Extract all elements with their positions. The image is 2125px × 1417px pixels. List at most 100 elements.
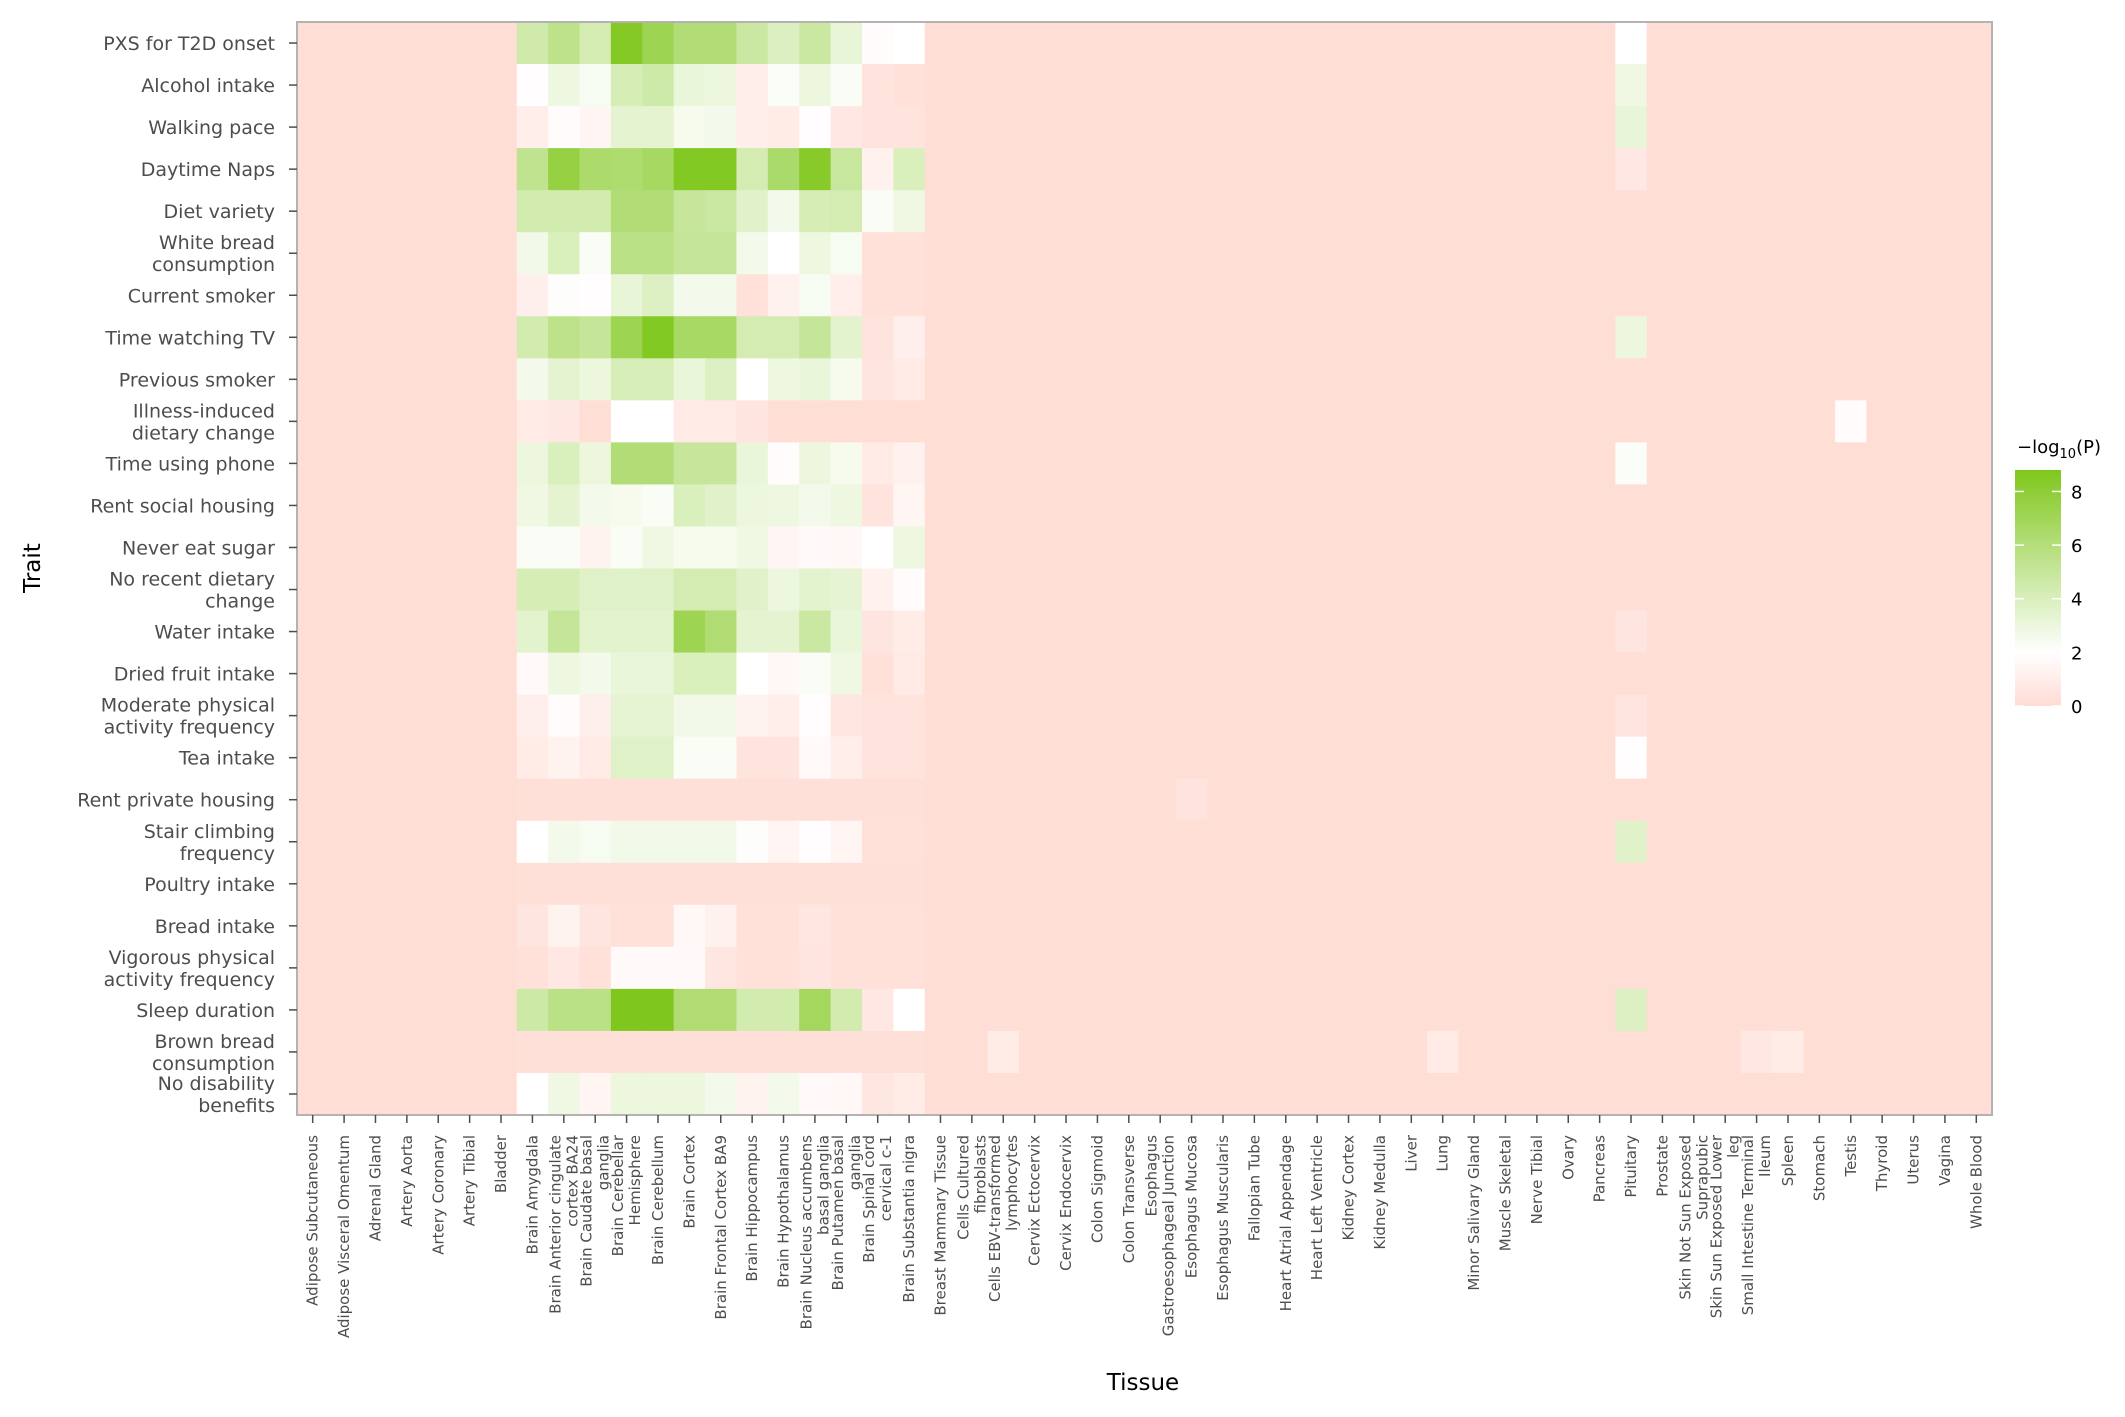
- heatmap-cell: [1615, 1030, 1648, 1074]
- x-tick-label: Uterus: [1905, 1135, 1923, 1185]
- x-tick-label: Cervix Ectocervix: [1026, 1135, 1044, 1266]
- heatmap-cell: [1583, 820, 1616, 864]
- heatmap-cell: [1144, 736, 1177, 780]
- heatmap-cell: [1364, 736, 1397, 780]
- heatmap-cell: [642, 64, 675, 107]
- heatmap-cell: [987, 820, 1020, 864]
- heatmap-cell: [1332, 22, 1365, 65]
- heatmap-cell: [1238, 316, 1271, 359]
- heatmap-cell: [1144, 484, 1177, 528]
- heatmap-cell: [328, 316, 361, 359]
- heatmap-cell: [1929, 148, 1962, 191]
- heatmap-cell: [1018, 106, 1051, 149]
- heatmap-cell: [705, 736, 738, 780]
- heatmap-cell: [1897, 610, 1930, 654]
- heatmap-cell: [610, 358, 643, 401]
- heatmap-cell: [799, 106, 832, 149]
- heatmap-cell: [485, 652, 518, 696]
- heatmap-cell: [767, 316, 800, 359]
- y-tick-label: Vigorous physical activity frequency: [104, 947, 275, 991]
- y-tick-label: Moderate physical activity frequency: [101, 695, 275, 739]
- y-tick-label: Dried fruit intake: [114, 664, 275, 686]
- heatmap-cell: [705, 568, 738, 612]
- heatmap-cell: [987, 316, 1020, 359]
- heatmap-cell: [610, 1030, 643, 1074]
- heatmap-cell: [391, 22, 424, 65]
- heatmap-cell: [516, 526, 549, 570]
- heatmap-cell: [1050, 820, 1083, 864]
- heatmap-cell: [485, 316, 518, 359]
- heatmap-cell: [1583, 316, 1616, 359]
- heatmap-cell: [642, 400, 675, 443]
- heatmap-cell: [297, 274, 329, 317]
- heatmap-cell: [391, 64, 424, 107]
- heatmap-cell: [1709, 358, 1742, 401]
- heatmap-cell: [642, 694, 675, 738]
- heatmap-cell: [1175, 988, 1208, 1032]
- heatmap-cell: [610, 190, 643, 233]
- heatmap-cell: [422, 316, 455, 359]
- heatmap-cell: [1113, 1030, 1146, 1074]
- heatmap-cell: [516, 736, 549, 780]
- heatmap-cell: [705, 442, 738, 486]
- heatmap-cell: [1144, 442, 1177, 486]
- heatmap-cell: [1018, 190, 1051, 233]
- heatmap-cell: [736, 694, 769, 738]
- heatmap-cell: [1018, 526, 1051, 570]
- heatmap-cell: [736, 820, 769, 864]
- heatmap-cell: [1144, 400, 1177, 443]
- heatmap-cell: [642, 820, 675, 864]
- heatmap-cell: [830, 400, 863, 443]
- heatmap-cell: [736, 106, 769, 149]
- heatmap-cell: [1395, 274, 1428, 317]
- heatmap-cell: [830, 316, 863, 359]
- heatmap-cell: [1081, 442, 1114, 486]
- heatmap-cell: [799, 316, 832, 359]
- heatmap-cell: [422, 694, 455, 738]
- x-tick-label: Brain Anterior cingulatecortex BA24: [546, 1135, 581, 1314]
- heatmap-cell: [862, 946, 894, 990]
- x-tick-label: Brain Spinal cordcervical c-1: [860, 1135, 895, 1263]
- y-tick-label: Tea intake: [178, 748, 275, 770]
- heatmap-cell: [799, 1030, 832, 1074]
- heatmap-cell: [359, 274, 392, 317]
- x-tick-label: Adipose Visceral Omentum: [335, 1135, 353, 1338]
- heatmap-cell: [453, 652, 486, 696]
- heatmap-cell: [1427, 610, 1459, 654]
- heatmap-cell: [1521, 64, 1554, 107]
- heatmap-cell: [485, 610, 518, 654]
- heatmap-cell: [1772, 148, 1805, 191]
- heatmap-cell: [297, 904, 329, 948]
- heatmap-cell: [1835, 988, 1868, 1032]
- x-tick-label: Brain Caudate basalganglia: [578, 1135, 613, 1287]
- heatmap-cell: [516, 1072, 549, 1116]
- heatmap-cell: [1175, 1072, 1208, 1116]
- heatmap-cell: [516, 400, 549, 443]
- heatmap-cell: [1929, 64, 1962, 107]
- heatmap-cell: [1175, 568, 1208, 612]
- heatmap-cell: [328, 862, 361, 906]
- heatmap-cell: [359, 946, 392, 990]
- heatmap-cell: [579, 736, 612, 780]
- heatmap-cell: [1395, 22, 1428, 65]
- heatmap-cell: [1364, 358, 1397, 401]
- heatmap-cell: [736, 1072, 769, 1116]
- heatmap-cell: [1772, 988, 1805, 1032]
- heatmap-cell: [1207, 358, 1240, 401]
- heatmap-cell: [830, 526, 863, 570]
- heatmap-cell: [328, 442, 361, 486]
- heatmap-cell: [673, 22, 706, 65]
- heatmap-cell: [705, 652, 738, 696]
- heatmap-cell: [1395, 400, 1428, 443]
- heatmap-cell: [1803, 106, 1836, 149]
- heatmap-cell: [516, 274, 549, 317]
- heatmap-cell: [705, 778, 738, 822]
- heatmap-cell: [1050, 946, 1083, 990]
- heatmap-cell: [1458, 358, 1491, 401]
- heatmap-cell: [1835, 778, 1868, 822]
- heatmap-cell: [799, 820, 832, 864]
- heatmap-cell: [673, 400, 706, 443]
- heatmap-cell: [767, 568, 800, 612]
- heatmap-cell: [956, 778, 989, 822]
- heatmap-cell: [924, 904, 957, 948]
